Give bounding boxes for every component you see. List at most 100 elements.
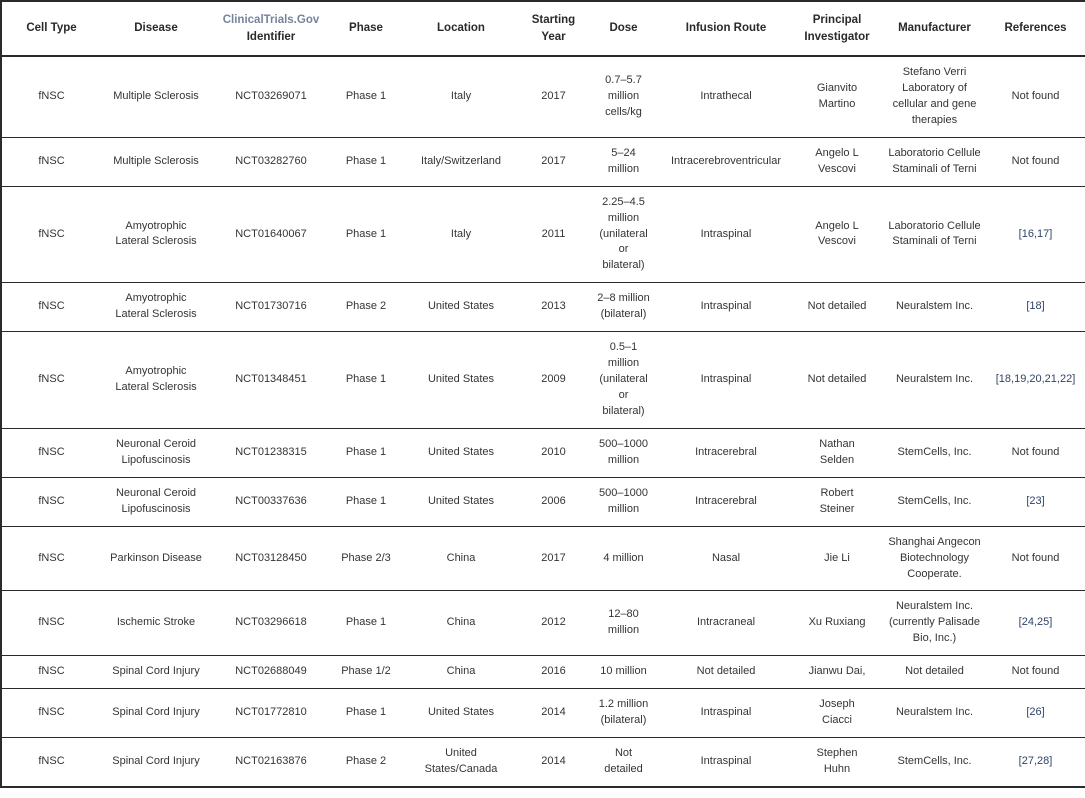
reference-link[interactable]: [24,25]	[1018, 616, 1053, 629]
cell-disease: Parkinson Disease	[110, 551, 202, 564]
table-row: fNSC Amyotrophic Lateral Sclerosis NCT0134…	[1, 332, 1085, 429]
cell-disease: Neuronal Ceroid Lipofuscinosis	[115, 437, 197, 466]
cell-references: [16,17]	[986, 186, 1085, 283]
cell-disease: Amyotrophic Lateral Sclerosis	[115, 219, 197, 248]
table-body: fNSC Multiple Sclerosis NCT03269071 Phase 1…	[1, 56, 1085, 787]
cell-identifier: NCT01640067	[235, 227, 307, 240]
column-header-manufacturer: Manufacturer	[898, 22, 971, 35]
cell-year: 2010	[541, 445, 566, 458]
cell-manufacturer: Laboratorio Cellule Staminali of Terni	[888, 146, 981, 175]
cell-identifier: NCT01730716	[235, 300, 307, 313]
cell-investigator: Angelo L Vescovi	[815, 219, 859, 248]
cell-references: Not found	[1011, 665, 1060, 678]
cell-cell-type: fNSC	[38, 373, 65, 386]
cell-investigator: Xu Ruxiang	[808, 616, 866, 629]
cell-location: China	[446, 616, 476, 629]
cell-identifier: NCT03269071	[235, 89, 307, 102]
cell-identifier: NCT01772810	[235, 706, 307, 719]
cell-dose: 10 million	[600, 665, 647, 678]
cell-route: Intracerebral	[695, 494, 757, 507]
cell-phase: Phase 1	[345, 616, 387, 629]
table-row: fNSC Neuronal Ceroid Lipofuscinosis NCT003…	[1, 477, 1085, 527]
cell-disease: Ischemic Stroke	[116, 616, 196, 629]
cell-references: [18,19,20,21,22]	[986, 332, 1085, 429]
cell-dose: 12–80 million	[607, 608, 640, 637]
reference-link[interactable]: [27,28]	[1018, 755, 1053, 768]
cell-investigator: Robert Steiner	[819, 486, 855, 515]
cell-identifier: NCT00337636	[235, 494, 307, 507]
cell-phase: Phase 2/3	[341, 551, 391, 564]
reference-link[interactable]: [26]	[1026, 706, 1045, 719]
cell-investigator: Gianvito Martino	[816, 81, 858, 110]
cell-disease: Spinal Cord Injury	[112, 665, 200, 678]
cell-cell-type: fNSC	[38, 445, 65, 458]
cell-identifier: NCT02163876	[235, 755, 307, 768]
cell-identifier: NCT03296618	[235, 616, 307, 629]
cell-manufacturer: Not detailed	[905, 665, 964, 678]
cell-location: Italy	[450, 227, 472, 240]
reference-link[interactable]: [16,17]	[1018, 227, 1053, 240]
cell-identifier: NCT01238315	[235, 445, 307, 458]
table-row: fNSC Ischemic Stroke NCT03296618 Phase 1 Chi…	[1, 591, 1085, 656]
cell-year: 2017	[541, 551, 566, 564]
column-header-infusion-route: Infusion Route	[685, 22, 767, 35]
cell-cell-type: fNSC	[38, 300, 65, 313]
cell-route: Intracraneal	[696, 616, 756, 629]
cell-year: 2014	[541, 706, 566, 719]
cell-year: 2012	[541, 616, 566, 629]
reference-link[interactable]: [23]	[1026, 494, 1045, 507]
cell-investigator: Angelo L Vescovi	[815, 146, 859, 175]
cell-location: Italy	[450, 89, 472, 102]
cell-identifier: NCT02688049	[235, 665, 307, 678]
cell-route: Not detailed	[696, 665, 756, 678]
cell-disease: Neuronal Ceroid Lipofuscinosis	[115, 486, 197, 515]
table-row: fNSC Amyotrophic Lateral Sclerosis NCT0173…	[1, 283, 1085, 332]
cell-route: Intraspinal	[700, 300, 752, 313]
cell-references: [18]	[986, 283, 1085, 332]
cell-identifier: NCT03282760	[235, 154, 307, 167]
cell-manufacturer: StemCells, Inc.	[897, 494, 972, 507]
cell-year: 2017	[541, 89, 566, 102]
cell-phase: Phase 1/2	[341, 665, 391, 678]
table-row: fNSC Parkinson Disease NCT03128450 Phase 2/…	[1, 526, 1085, 591]
cell-dose: 2–8 million (bilateral)	[597, 292, 650, 321]
cell-disease: Spinal Cord Injury	[112, 755, 200, 768]
cell-location: United States	[427, 300, 495, 313]
cell-disease: Amyotrophic Lateral Sclerosis	[115, 365, 197, 394]
table-row: fNSC Neuronal Ceroid Lipofuscinosis NCT012…	[1, 428, 1085, 478]
cell-manufacturer: Laboratorio Cellule Staminali of Terni	[888, 219, 981, 248]
cell-cell-type: fNSC	[38, 616, 65, 629]
column-header-cell-type: Cell Type	[26, 22, 77, 35]
cell-cell-type: fNSC	[38, 755, 65, 768]
cell-manufacturer: Neuralstem Inc.	[895, 300, 974, 313]
identifier-label: Identifier	[246, 30, 296, 43]
cell-dose: 4 million	[603, 551, 644, 564]
cell-route: Intracerebroventricular	[670, 154, 782, 167]
cell-location: Italy/Switzerland	[420, 154, 502, 167]
cell-route: Intrathecal	[700, 89, 752, 102]
column-header-starting-year: Starting Year	[531, 13, 576, 43]
cell-dose: Not detailed	[604, 747, 643, 775]
cell-cell-type: fNSC	[38, 494, 65, 507]
cell-investigator: Jianwu Dai,	[808, 665, 866, 678]
cell-references: [24,25]	[986, 591, 1085, 656]
cell-phase: Phase 1	[345, 706, 387, 719]
cell-cell-type: fNSC	[38, 154, 65, 167]
cell-dose: 500–1000 million	[599, 486, 648, 515]
table-row: fNSC Spinal Cord Injury NCT02688049 Phase 1…	[1, 656, 1085, 689]
reference-link[interactable]: [18,19,20,21,22]	[995, 373, 1076, 386]
table-row: fNSC Spinal Cord Injury NCT02163876 Phase 2…	[1, 738, 1085, 787]
cell-year: 2014	[541, 755, 566, 768]
cell-manufacturer: Neuralstem Inc. (currently Palisade Bio,…	[888, 600, 981, 645]
cell-year: 2016	[541, 665, 566, 678]
cell-phase: Phase 2	[345, 300, 387, 313]
cell-route: Intraspinal	[700, 373, 752, 386]
cell-manufacturer: Stefano Verri Laboratory of cellular and…	[892, 66, 977, 126]
cell-dose: 500–1000 million	[599, 437, 648, 466]
cell-year: 2006	[541, 494, 566, 507]
cell-route: Intracerebral	[695, 445, 757, 458]
table-row: fNSC Spinal Cord Injury NCT01772810 Phase 1…	[1, 689, 1085, 738]
reference-link[interactable]: [18]	[1026, 300, 1045, 313]
cell-cell-type: fNSC	[38, 706, 65, 719]
